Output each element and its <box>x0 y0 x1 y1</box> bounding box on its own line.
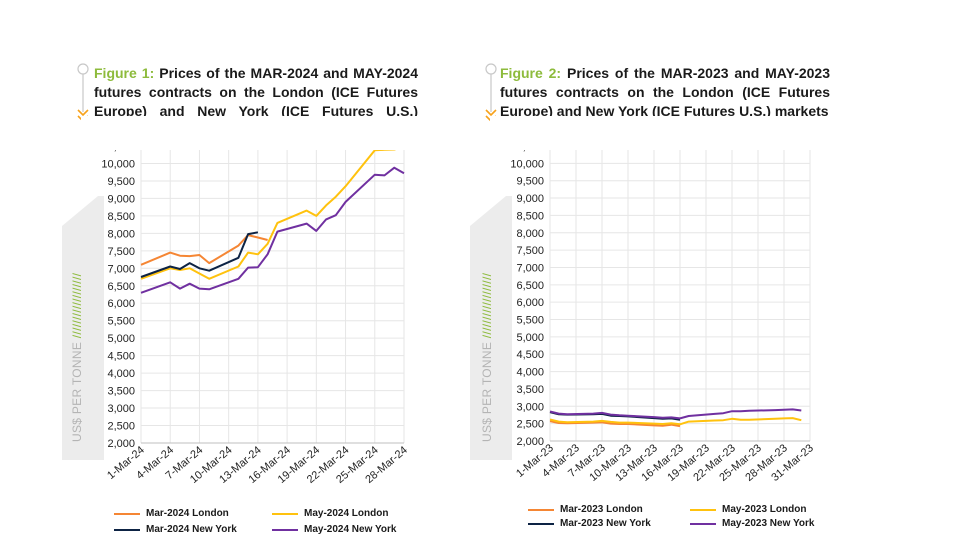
plot-top-mask <box>490 116 830 150</box>
y-tick-label: 8,000 <box>516 228 544 240</box>
y-tick-label: 8,500 <box>107 211 135 223</box>
y-tick-label: 3,500 <box>107 386 135 398</box>
y-tick-label: 2,000 <box>516 436 544 448</box>
series-line-may-2024-new-york <box>140 166 405 294</box>
legend-item: May-2024 New York <box>272 524 396 535</box>
legend-swatch <box>690 522 716 525</box>
y-tick-label: 7,500 <box>107 246 135 258</box>
y-tick-label: 4,500 <box>107 351 135 363</box>
y-tick-label: 7,000 <box>107 263 135 275</box>
y-tick-label: 6,500 <box>107 281 135 293</box>
y-tick-label: 4,500 <box>516 349 544 361</box>
legend-swatch <box>272 528 298 531</box>
ylabel-band <box>62 196 104 460</box>
legend-label: Mar-2024 New York <box>146 524 237 535</box>
series-line-mar-2024-london <box>140 234 268 266</box>
y-tick-label: 3,000 <box>107 403 135 415</box>
y-tick-label: 5,000 <box>107 333 135 345</box>
legend-label: Mar-2023 London <box>560 504 643 515</box>
y-tick-label: 5,500 <box>516 315 544 327</box>
series-line-may-2023-london <box>549 417 802 426</box>
legend-label: May-2024 New York <box>304 524 397 535</box>
y-tick-label: 5,500 <box>107 316 135 328</box>
legend-label: May-2023 New York <box>722 518 815 529</box>
y-tick-label: 4,000 <box>107 368 135 380</box>
figure-1-chart: 2,000 2,500 3,000 3,500 4,000 4,500 5,000 5,500… <box>81 116 424 486</box>
series-line-may-2024-london <box>140 150 397 280</box>
figure-1-label: Figure 1: <box>94 65 155 81</box>
ylabel-band <box>470 196 512 460</box>
y-tick-label: 9,000 <box>516 193 544 205</box>
y-tick-label: 10,000 <box>101 158 135 170</box>
y-tick-label: 8,500 <box>516 210 544 222</box>
y-tick-label: 7,000 <box>516 262 544 274</box>
y-tick-label: 7,500 <box>516 245 544 257</box>
figure-2-panel: Figure 2: Prices of the MAR-2023 and MAY… <box>470 0 960 559</box>
legend-item: May-2023 New York <box>690 518 814 529</box>
y-tick-label: 9,500 <box>107 176 135 188</box>
plot-top-mask <box>81 116 424 150</box>
figure-2-label: Figure 2: <box>500 65 562 81</box>
y-tick-label: 8,000 <box>107 228 135 240</box>
y-tick-label: 4,000 <box>516 367 544 379</box>
legend-swatch <box>272 512 298 515</box>
y-tick-label: 9,000 <box>107 193 135 205</box>
legend-item: May-2024 London <box>272 508 388 519</box>
legend-item: Mar-2023 London <box>528 504 643 515</box>
legend-item: Mar-2024 London <box>114 508 229 519</box>
y-tick-label: 2,500 <box>516 419 544 431</box>
y-tick-label: 9,500 <box>516 176 544 188</box>
figure-2-title: Figure 2: Prices of the MAR-2023 and MAY… <box>500 64 830 121</box>
y-tick-label: 10,000 <box>510 158 544 170</box>
figure-2-title-text: Prices of the MAR-2023 and MAY-2023 futu… <box>500 65 831 119</box>
legend-label: May-2024 London <box>304 508 389 519</box>
legend-item: Mar-2023 New York <box>528 518 651 529</box>
figure-2-legend: Mar-2023 London May-2023 London Mar-2023… <box>528 504 868 538</box>
legend-item: May-2023 London <box>690 504 806 515</box>
series-line-may-2023-new-york <box>549 408 802 420</box>
y-tick-label: 3,000 <box>516 401 544 413</box>
legend-swatch <box>690 508 716 511</box>
legend-swatch <box>528 522 554 525</box>
legend-label: May-2023 London <box>722 504 807 515</box>
y-tick-label: 5,000 <box>516 332 544 344</box>
y-tick-label: 6,500 <box>516 280 544 292</box>
legend-swatch <box>528 508 554 511</box>
figure-1-legend: Mar-2024 London May-2024 London Mar-2024… <box>114 508 454 542</box>
figure-1-panel: Figure 1: Prices of the MAR-2024 and MAY… <box>62 63 454 542</box>
legend-label: Mar-2023 New York <box>560 518 651 529</box>
y-tick-label: 6,000 <box>516 297 544 309</box>
y-tick-label: 2,000 <box>107 438 135 450</box>
y-tick-label: 3,500 <box>516 384 544 396</box>
legend-swatch <box>114 528 140 531</box>
legend-swatch <box>114 512 140 515</box>
series-line-mar-2024-new-york <box>140 231 259 278</box>
legend-label: Mar-2024 London <box>146 508 229 519</box>
legend-item: Mar-2024 New York <box>114 524 237 535</box>
series-line-mar-2023-london <box>549 420 681 428</box>
figure-2-chart: 2,000 2,500 3,000 3,500 4,000 4,500 5,000 5,500… <box>490 116 830 484</box>
y-tick-label: 2,500 <box>107 421 135 433</box>
y-tick-label: 6,000 <box>107 298 135 310</box>
